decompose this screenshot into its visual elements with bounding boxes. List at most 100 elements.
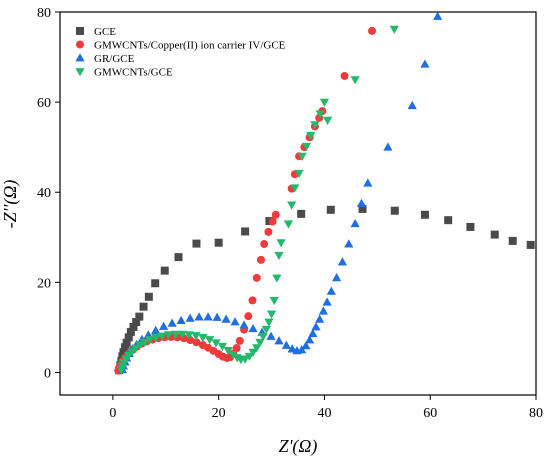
data-point — [151, 333, 161, 343]
data-point — [129, 322, 138, 331]
data-point — [248, 296, 257, 305]
axes: 0 20 40 60 80 0 20 40 60 80 — [37, 6, 543, 421]
data-point — [301, 341, 311, 350]
series-0 — [115, 204, 535, 375]
data-point — [297, 209, 306, 218]
data-marks — [114, 11, 535, 375]
series-3 — [116, 25, 399, 375]
legend-label: GR/GCE — [94, 53, 135, 65]
plot-frame — [59, 11, 537, 396]
data-point — [306, 132, 316, 141]
data-point — [420, 210, 429, 219]
data-point — [268, 217, 277, 226]
data-point — [252, 344, 262, 353]
x-tick-label: 20 — [212, 406, 226, 421]
data-point — [221, 314, 231, 323]
data-point — [151, 325, 161, 334]
data-point — [287, 344, 297, 353]
data-point — [135, 341, 145, 350]
data-point — [318, 306, 328, 315]
data-point — [255, 338, 265, 348]
data-point — [508, 236, 517, 245]
data-point — [239, 320, 249, 329]
y-tick-label: 20 — [37, 276, 51, 291]
data-point — [407, 100, 417, 110]
data-point — [211, 339, 221, 348]
data-point — [264, 227, 273, 236]
data-point — [144, 292, 153, 301]
data-point — [159, 321, 169, 330]
legend: GCE GMWCNTs/Copper(II) ion carrier IV/GCE… — [75, 26, 286, 79]
data-point — [203, 312, 213, 321]
data-point — [310, 121, 320, 130]
data-point — [170, 330, 180, 339]
data-point — [177, 330, 187, 339]
data-point — [332, 273, 342, 282]
data-point — [433, 11, 443, 20]
data-point — [389, 25, 399, 34]
x-axis-title: Z'(Ω) — [279, 436, 318, 457]
data-point — [260, 240, 269, 249]
data-point — [420, 59, 430, 68]
data-point — [287, 201, 297, 210]
data-point — [526, 240, 535, 249]
data-point — [212, 312, 222, 321]
data-point — [283, 220, 294, 229]
y-axis-title: -Z''(Ω) — [0, 180, 21, 229]
data-point — [217, 342, 227, 352]
data-point — [241, 227, 250, 236]
data-point — [139, 302, 148, 311]
data-point — [140, 338, 150, 348]
data-point — [266, 310, 277, 319]
legend-marker — [76, 40, 84, 49]
series-2 — [117, 11, 443, 374]
data-point — [244, 312, 253, 321]
data-point — [135, 312, 144, 321]
data-point — [308, 328, 318, 338]
data-point — [167, 318, 177, 327]
data-point — [358, 204, 367, 213]
data-point — [344, 239, 354, 248]
data-point — [390, 206, 399, 215]
data-point — [311, 322, 321, 331]
x-tick-label: 40 — [317, 406, 331, 421]
y-tick-label: 80 — [37, 6, 51, 21]
data-point — [126, 327, 135, 336]
data-point — [264, 318, 274, 327]
data-point — [294, 169, 304, 179]
data-point — [271, 210, 280, 219]
data-point — [157, 332, 167, 341]
data-point — [119, 348, 128, 357]
data-point — [121, 343, 130, 352]
data-point — [258, 333, 268, 342]
data-point — [184, 331, 194, 340]
data-point — [340, 71, 349, 80]
data-point — [274, 336, 284, 345]
data-point — [363, 178, 373, 187]
legend-label: GCE — [94, 26, 116, 38]
data-point — [235, 336, 244, 345]
data-point — [122, 338, 131, 347]
legend-marker — [76, 27, 84, 35]
data-point — [151, 279, 160, 288]
data-point — [223, 346, 233, 356]
data-point — [274, 251, 284, 261]
data-point — [290, 184, 300, 193]
data-point — [326, 286, 336, 295]
data-point — [132, 318, 141, 327]
data-point — [248, 323, 258, 333]
data-point — [326, 205, 335, 214]
data-point — [192, 239, 201, 248]
data-point — [194, 312, 204, 321]
data-point — [176, 315, 186, 325]
data-point — [185, 313, 195, 322]
data-point — [228, 351, 238, 360]
data-point — [368, 26, 377, 35]
data-point — [192, 338, 201, 347]
data-point — [174, 253, 183, 262]
data-point — [337, 257, 348, 266]
legend-label: GMWCNTs/GCE — [94, 67, 173, 79]
y-tick-label: 0 — [44, 366, 51, 381]
data-point — [131, 344, 141, 353]
